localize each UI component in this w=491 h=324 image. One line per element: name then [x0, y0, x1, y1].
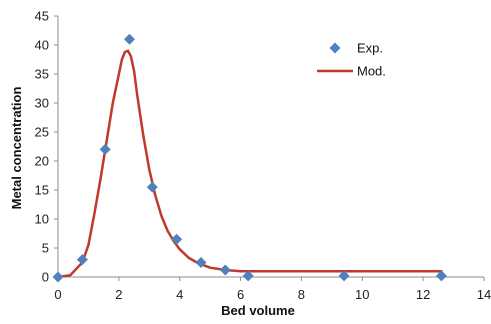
legend-label: Exp. — [357, 41, 383, 56]
x-tick-label: 2 — [115, 287, 122, 302]
y-axis-ticks: 0 5 10 15 20 25 30 35 40 45 — [35, 9, 58, 285]
y-tick-label: 10 — [35, 212, 49, 227]
data-point-exp — [242, 270, 254, 282]
x-tick-label: 8 — [298, 287, 305, 302]
y-axis-title: Metal concentration — [9, 87, 24, 210]
data-point-exp — [52, 271, 64, 283]
data-point-exp — [146, 181, 158, 193]
y-tick-label: 30 — [35, 96, 49, 111]
legend-swatch-exp — [329, 42, 341, 54]
data-point-exp — [124, 33, 136, 45]
data-point-exp — [171, 233, 183, 245]
y-tick-label: 20 — [35, 154, 49, 169]
y-tick-label: 25 — [35, 125, 49, 140]
x-tick-label: 12 — [416, 287, 430, 302]
legend: Exp. Mod. — [317, 41, 386, 79]
x-tick-label: 10 — [355, 287, 369, 302]
y-tick-label: 5 — [42, 241, 49, 256]
data-point-exp — [219, 264, 231, 276]
data-point-exp — [195, 257, 207, 268]
x-tick-label: 0 — [54, 287, 61, 302]
data-point-exp — [76, 254, 88, 266]
x-axis-ticks: 0 2 4 6 8 10 12 14 — [54, 277, 491, 302]
data-point-exp — [99, 143, 111, 155]
x-tick-label: 6 — [237, 287, 244, 302]
series-markers — [52, 33, 447, 283]
y-tick-label: 45 — [35, 9, 49, 24]
x-axis-title: Bed volume — [221, 303, 295, 318]
data-point-exp — [435, 270, 447, 282]
y-tick-label: 35 — [35, 67, 49, 82]
x-tick-label: 14 — [477, 287, 491, 302]
series-line-mod — [56, 49, 443, 279]
plot-area: 0 5 10 15 20 25 30 35 40 45 0 2 4 6 8 10 12 14 — [35, 9, 491, 303]
series-lines — [56, 49, 443, 279]
y-tick-label: 15 — [35, 183, 49, 198]
legend-label: Mod. — [357, 64, 386, 79]
data-point-exp — [338, 270, 350, 282]
y-tick-label: 0 — [42, 270, 49, 285]
y-tick-label: 40 — [35, 38, 49, 53]
x-tick-label: 4 — [176, 287, 183, 302]
